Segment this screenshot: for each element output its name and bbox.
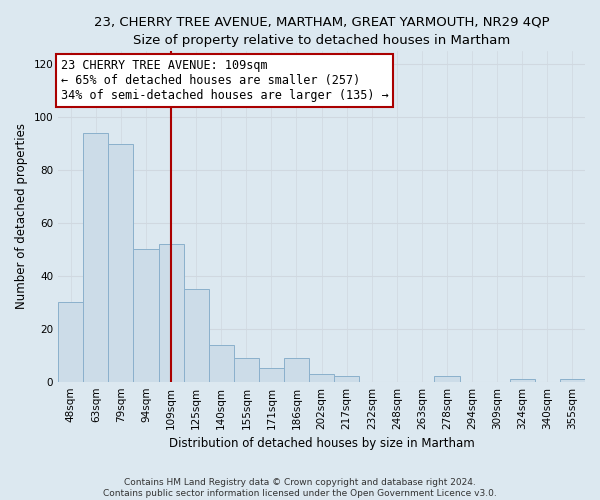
Y-axis label: Number of detached properties: Number of detached properties [15, 124, 28, 310]
Bar [510, 379, 535, 382]
Bar [434, 376, 460, 382]
Bar [58, 302, 83, 382]
Bar [184, 289, 209, 382]
Bar [309, 374, 334, 382]
Bar [259, 368, 284, 382]
Bar [234, 358, 259, 382]
Bar [209, 344, 234, 382]
X-axis label: Distribution of detached houses by size in Martham: Distribution of detached houses by size … [169, 437, 475, 450]
Bar [560, 379, 585, 382]
Bar [284, 358, 309, 382]
Bar [158, 244, 184, 382]
Bar [334, 376, 359, 382]
Bar [133, 250, 158, 382]
Bar [109, 144, 133, 382]
Title: 23, CHERRY TREE AVENUE, MARTHAM, GREAT YARMOUTH, NR29 4QP
Size of property relat: 23, CHERRY TREE AVENUE, MARTHAM, GREAT Y… [94, 15, 550, 47]
Text: 23 CHERRY TREE AVENUE: 109sqm
← 65% of detached houses are smaller (257)
34% of : 23 CHERRY TREE AVENUE: 109sqm ← 65% of d… [61, 59, 388, 102]
Bar [83, 133, 109, 382]
Text: Contains HM Land Registry data © Crown copyright and database right 2024.
Contai: Contains HM Land Registry data © Crown c… [103, 478, 497, 498]
